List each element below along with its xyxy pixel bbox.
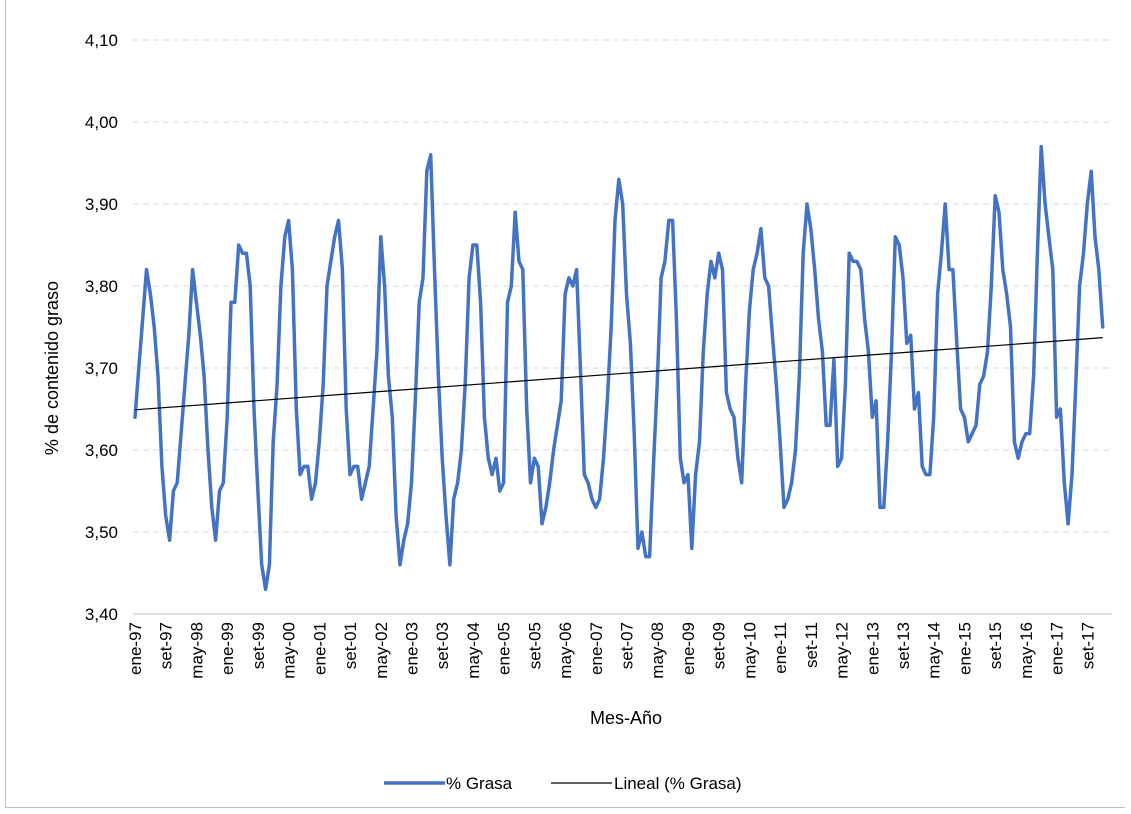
- x-tick-label: set-07: [618, 622, 637, 669]
- y-tick-label: 4,10: [85, 31, 118, 50]
- y-axis-title: % de contenido graso: [42, 281, 62, 455]
- y-tick-label: 3,80: [85, 277, 118, 296]
- x-tick-label: ene-05: [495, 622, 514, 675]
- x-tick-label: may-04: [464, 622, 483, 679]
- x-tick-label: set-11: [802, 622, 821, 668]
- legend: % Grasa Lineal (% Grasa): [384, 774, 742, 793]
- x-tick-label: ene-07: [587, 622, 606, 675]
- x-tick-label: set-01: [341, 622, 360, 669]
- y-tick-label: 3,40: [85, 605, 118, 624]
- x-tick-label: ene-97: [126, 622, 145, 675]
- trendline-lineal: [134, 337, 1103, 411]
- x-tick-label: ene-09: [679, 622, 698, 675]
- x-tick-label: set-99: [249, 622, 268, 669]
- x-axis-title: Mes-Año: [590, 708, 662, 728]
- x-tick-label: set-97: [157, 622, 176, 669]
- chart-frame: [5, 0, 1125, 808]
- x-tick-label: may-14: [925, 622, 944, 679]
- x-tick-label: may-02: [372, 622, 391, 679]
- x-axis-ticks: ene-97 set-97 may-98 ene-99 set-99 may-00 ene-…: [126, 622, 1097, 679]
- x-tick-label: may-06: [556, 622, 575, 679]
- x-tick-label: ene-99: [218, 622, 237, 675]
- x-tick-label: may-16: [1017, 622, 1036, 679]
- y-tick-label: 4,00: [85, 113, 118, 132]
- y-axis-ticks: 3,40 3,50 3,60 3,70 3,80 3,90 4,00 4,10: [85, 31, 118, 624]
- x-tick-label: ene-13: [863, 622, 882, 675]
- legend-label-grasa: % Grasa: [446, 774, 513, 793]
- x-tick-label: set-17: [1078, 622, 1097, 669]
- x-tick-label: may-08: [648, 622, 667, 679]
- x-tick-label: ene-15: [955, 622, 974, 675]
- x-tick-label: set-15: [986, 622, 1005, 669]
- x-tick-label: ene-01: [310, 622, 329, 675]
- x-tick-label: set-09: [710, 622, 729, 669]
- legend-label-trend: Lineal (% Grasa): [614, 774, 742, 793]
- x-tick-label: ene-03: [402, 622, 421, 675]
- y-tick-label: 3,70: [85, 359, 118, 378]
- y-tick-label: 3,90: [85, 195, 118, 214]
- x-tick-label: set-03: [433, 622, 452, 669]
- x-tick-label: may-00: [280, 622, 299, 679]
- y-tick-label: 3,50: [85, 523, 118, 542]
- x-tick-label: set-13: [894, 622, 913, 669]
- x-tick-label: ene-17: [1048, 622, 1067, 675]
- x-tick-label: may-10: [740, 622, 759, 679]
- x-tick-label: may-12: [833, 622, 852, 679]
- x-tick-label: set-05: [525, 622, 544, 669]
- x-tick-label: may-98: [187, 622, 206, 679]
- series-line-grasa: [133, 144, 1105, 592]
- y-tick-label: 3,60: [85, 441, 118, 460]
- x-tick-label: ene-11: [771, 622, 790, 674]
